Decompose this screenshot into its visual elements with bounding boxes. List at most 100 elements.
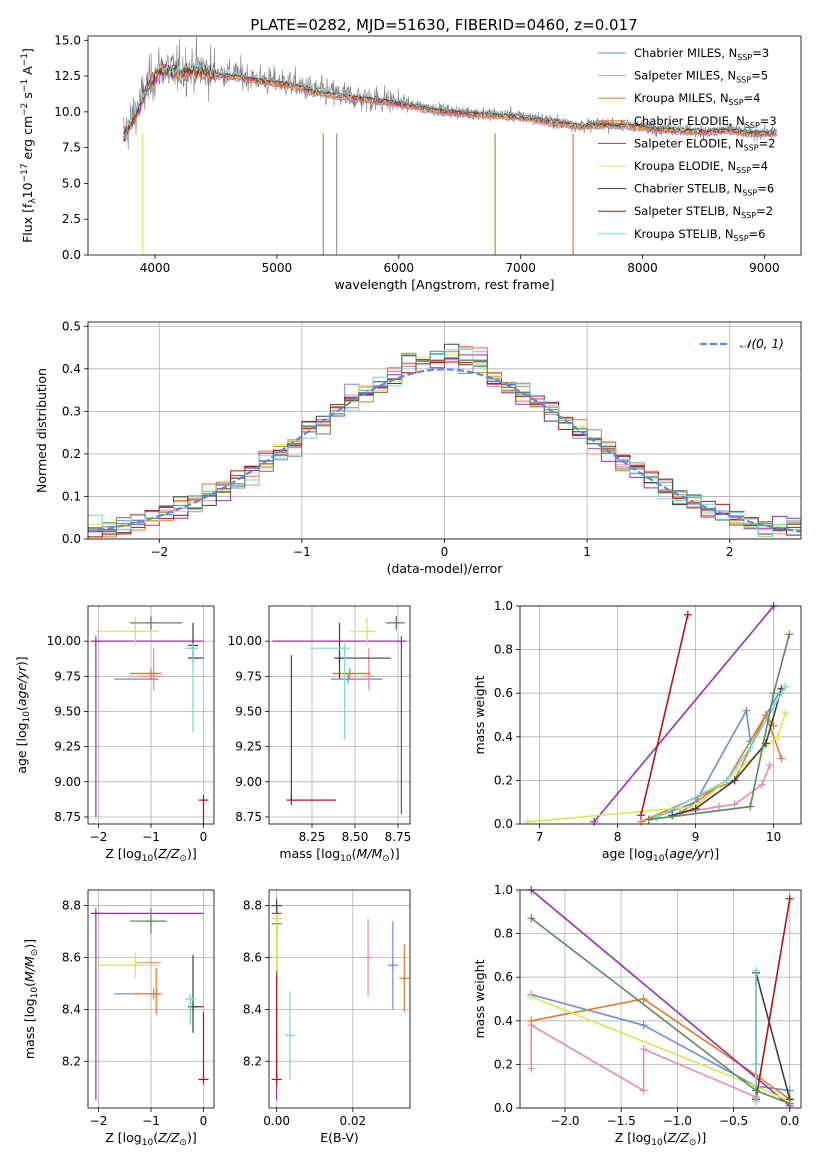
y-tick-label: 15.0 — [54, 33, 81, 47]
xlabel-part: Z/Z — [667, 1130, 690, 1145]
x-tick-label: −1.0 — [663, 1114, 692, 1128]
x-tick-label: −1.5 — [607, 1114, 636, 1128]
y-tick-label: 0.0 — [494, 1101, 513, 1115]
y-tick-label: 0.0 — [62, 248, 81, 262]
weight_vs_Z-ylabel: mass weight — [472, 959, 487, 1038]
legend-label: Chabrier ELODIE, NSSP=3 — [634, 114, 777, 130]
age_vs_Z-xlabel: Z [log10(Z/Z⊙)] — [105, 846, 196, 864]
y-tick-label: 8.8 — [243, 899, 262, 913]
y-tick-label: 9.00 — [235, 775, 262, 789]
legend-end: =2 — [756, 204, 773, 218]
xlabel-part: log — [321, 846, 340, 861]
model-spectrum — [122, 64, 777, 143]
y-tick-label: 0.2 — [494, 1057, 513, 1071]
x-tick-label: −1 — [142, 1114, 160, 1128]
mass_vs_Z-points — [90, 908, 209, 1101]
x-tick-label: −1 — [293, 545, 311, 559]
legend-label: Salpeter STELIB, NSSP=2 — [634, 204, 773, 220]
x-tick-label: 0.02 — [339, 1114, 366, 1128]
legend-sub: SSP — [734, 234, 749, 243]
age_vs_Z-points — [90, 615, 209, 824]
residuals-xlabel: (data-model)/error — [387, 561, 504, 576]
xlabel-part: ( — [664, 846, 669, 861]
legend-main: Kroupa MILES, N — [634, 91, 729, 105]
legend-label: Salpeter ELODIE, NSSP=2 — [634, 136, 776, 152]
ylabel-part: λ — [28, 198, 38, 204]
y-tick-label: 12.5 — [54, 69, 81, 83]
weight_vs_Z-xlabel: Z [log10(Z/Z⊙)] — [615, 1130, 706, 1148]
weight_vs_age-ylabel: mass weight — [472, 675, 487, 754]
legend-end: =3 — [752, 46, 769, 60]
ylabel-part: s — [20, 92, 35, 103]
ylabel-part: log — [14, 722, 29, 741]
x-tick-label: 9000 — [749, 261, 780, 275]
y-tick-label: 9.25 — [54, 740, 81, 754]
y-tick-label: 0.4 — [494, 1014, 513, 1028]
x-tick-label: 4000 — [140, 261, 171, 275]
legend-end: =3 — [760, 114, 777, 128]
xlabel-part: ( — [153, 846, 158, 861]
y-tick-label: 10.00 — [228, 634, 262, 648]
spectrum-lines — [122, 35, 777, 255]
weight_vs_Z-frame — [519, 889, 802, 1109]
ylabel-part: A — [20, 66, 35, 79]
weight_vs_age-lines — [523, 602, 794, 826]
x-tick-label: 5000 — [262, 261, 293, 275]
xlabel-part: Z [ — [615, 1130, 632, 1145]
xlabel-part: )] — [709, 846, 719, 861]
x-tick-label: −2 — [90, 830, 108, 844]
xlabel-part: age/yr — [669, 846, 710, 861]
ylabel-part: −1 — [20, 53, 30, 66]
y-tick-label: 0.4 — [62, 362, 81, 376]
xlabel-part: Z/Z — [157, 1130, 180, 1145]
x-tick-label: 6000 — [384, 261, 415, 275]
legend-sub: SSP — [729, 98, 744, 107]
ylabel-part: age/yr — [14, 665, 29, 706]
legend-sub: SSP — [736, 166, 751, 175]
x-tick-label: 2 — [726, 545, 734, 559]
xlabel-part: mass [ — [279, 846, 321, 861]
legend-sub: SSP — [742, 189, 757, 198]
ylabel-part: ( — [14, 706, 29, 711]
legend-label: Kroupa STELIB, NSSP=6 — [634, 227, 765, 243]
xlabel-part: wavelength [Angstrom, rest frame] — [334, 277, 554, 292]
model-spectrum — [122, 61, 777, 138]
y-tick-label: 9.25 — [235, 740, 262, 754]
legend-sub: SSP — [745, 121, 760, 130]
histogram-series — [88, 360, 801, 538]
y-tick-label: 0.5 — [62, 319, 81, 333]
xlabel-part: ( — [663, 1130, 668, 1145]
legend-main: Kroupa ELODIE, N — [634, 159, 736, 173]
legend-sub: SSP — [741, 211, 756, 220]
y-tick-label: 0.3 — [62, 404, 81, 418]
y-tick-label: 0.2 — [62, 447, 81, 461]
legend-main: Kroupa STELIB, N — [634, 227, 734, 241]
x-tick-label: 8 — [614, 830, 622, 844]
ylabel-part: Flux [f — [20, 203, 35, 243]
y-tick-label: 0.6 — [494, 970, 513, 984]
spectrum-frame — [87, 35, 802, 256]
xlabel-part: log — [123, 1130, 142, 1145]
spectrum-axes: 4000 5000 6000 7000 8000 9000 0.0 2.5 5.0 7.5 10.0… — [54, 33, 779, 275]
xlabel-part: age [ — [602, 846, 634, 861]
y-tick-label: 10.0 — [54, 105, 81, 119]
y-tick-label: 8.6 — [243, 950, 262, 964]
y-tick-label: 10.00 — [47, 634, 81, 648]
ylabel-part: erg cm — [20, 116, 35, 164]
mass_vs_Z-axes: −2 −1 0 8.2 8.4 8.6 8.8 — [62, 890, 214, 1128]
ylabel-part: mass weight — [472, 675, 487, 754]
y-tick-label: 2.5 — [62, 212, 81, 226]
weight_vs_Z-lines — [527, 886, 794, 1110]
y-tick-label: 9.75 — [54, 669, 81, 683]
x-tick-label: 9 — [692, 830, 700, 844]
age_vs_Z-frame — [87, 605, 215, 825]
legend-sub: SSP — [737, 53, 752, 62]
spectrum-xlabel: wavelength [Angstrom, rest frame] — [334, 277, 554, 292]
legend-end: =4 — [744, 91, 761, 105]
y-tick-label: 0.8 — [494, 643, 513, 657]
ylabel-part: Normed distribution — [34, 368, 49, 493]
y-tick-label: 0.0 — [494, 817, 513, 831]
xlabel-part: 10 — [653, 854, 665, 864]
legend-main: Chabrier ELODIE, N — [634, 114, 745, 128]
ylabel-part: age [ — [14, 742, 29, 774]
